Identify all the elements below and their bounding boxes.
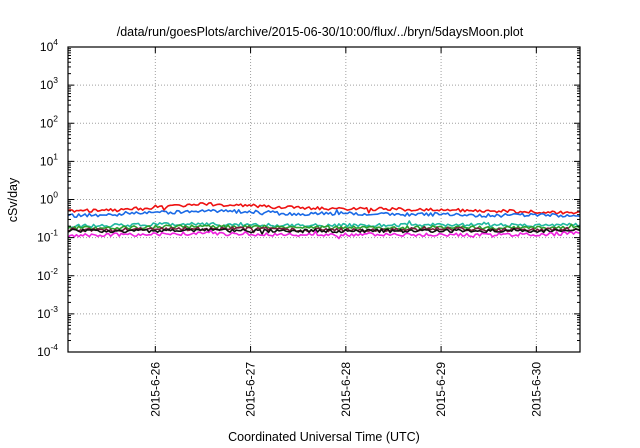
y-tick-label-base: 10 [37,307,51,321]
y-tick-label-exponent: -4 [50,342,58,352]
y-tick-label-exponent: -2 [50,266,58,276]
series-line-4 [67,223,581,231]
x-tick-label: 2015-6-26 [148,362,162,417]
series-line-7 [67,229,581,240]
y-tick-label-exponent: -3 [50,304,58,314]
y-tick-label: 100 [40,190,58,207]
y-tick-label: 103 [40,75,58,92]
y-tick-label-exponent: 1 [53,151,58,161]
y-tick-label-exponent: -1 [50,228,58,238]
x-tick-labels: 2015-6-26 2015-6-27 2015-6-28 2015-6-29 2015… [148,362,543,417]
grid [68,47,580,352]
x-tick-label: 2015-6-28 [339,362,353,417]
x-tick-label: 2015-6-27 [244,362,258,417]
y-tick-label-base: 10 [40,78,54,92]
y-tick-label-base: 10 [37,345,51,359]
y-tick-label-base: 10 [37,231,51,245]
y-tick-label-base: 10 [40,116,54,130]
chart-title: /data/run/goesPlots/archive/2015-06-30/1… [117,25,524,39]
x-tick-label: 2015-6-30 [529,362,543,417]
series-line-6 [67,227,581,235]
x-tick-label: 2015-6-29 [434,362,448,417]
series-line-2 [67,208,581,218]
y-tick-label: 10-1 [37,228,58,245]
y-tick-label-exponent: 3 [53,75,58,85]
y-tick-label: 101 [40,151,58,168]
y-tick-label-base: 10 [40,154,54,168]
y-tick-label: 102 [40,113,58,130]
x-axis-label: Coordinated Universal Time (UTC) [228,430,420,444]
y-tick-label-exponent: 0 [53,190,58,200]
axis-ticks [68,46,580,353]
y-tick-label-exponent: 2 [53,113,58,123]
series-line-1 [67,202,581,215]
y-tick-label-base: 10 [37,269,51,283]
y-tick-label: 104 [40,37,58,54]
y-tick-label-exponent: 4 [53,37,58,47]
y-tick-label-base: 10 [40,40,54,54]
y-tick-label-base: 10 [40,193,54,207]
y-tick-label: 10-3 [37,304,58,321]
series-group [67,202,581,240]
y-tick-label: 10-2 [37,266,58,283]
y-tick-label: 10-4 [37,342,58,359]
y-axis-label: cSv/day [6,177,20,222]
